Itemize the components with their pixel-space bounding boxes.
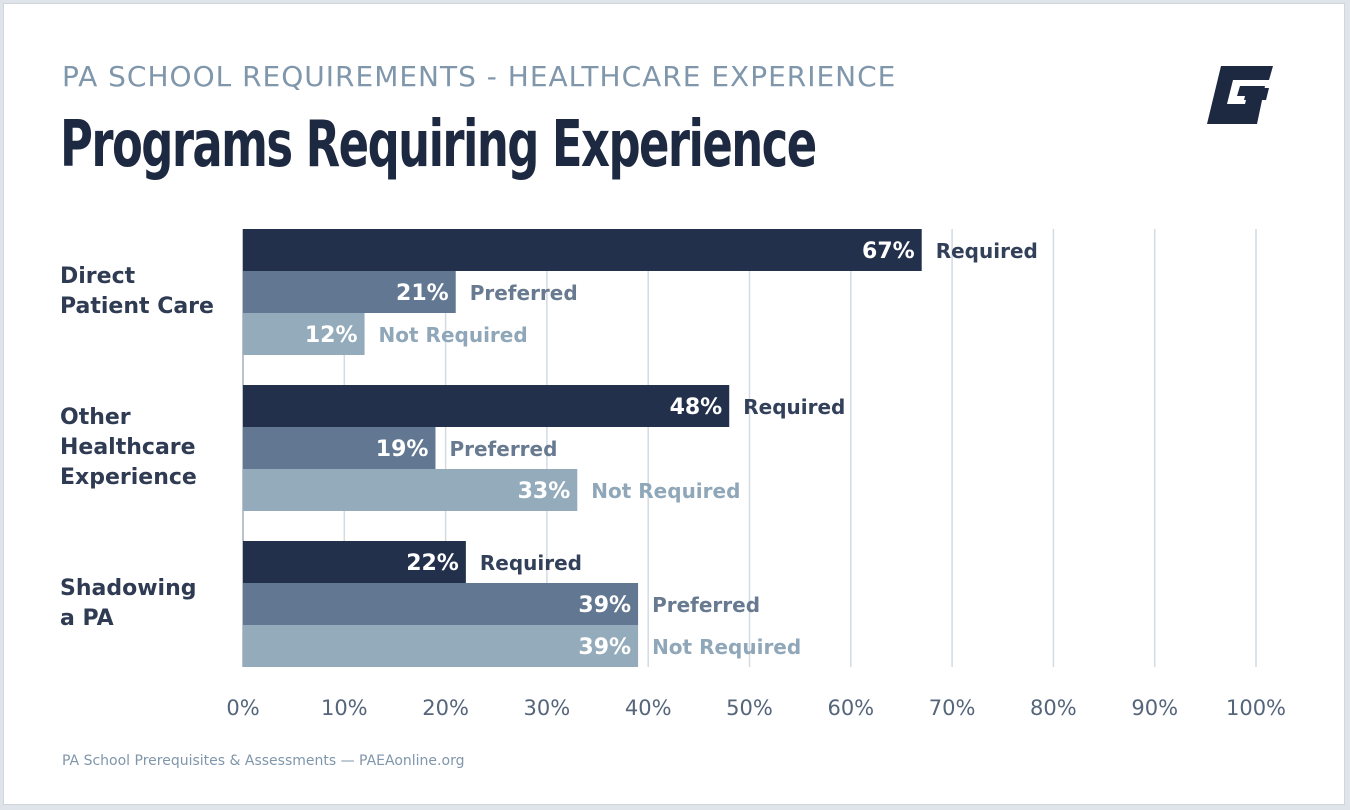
x-tick-label: 60% [827,696,874,720]
bar-series-label: Not Required [652,635,801,659]
x-tick-label: 50% [726,696,773,720]
x-tick-label: 80% [1030,696,1077,720]
x-tick-label: 0% [226,696,259,720]
bar-series-label: Required [743,395,845,419]
category-label: Shadowing a PA [60,576,197,631]
bar [243,469,578,511]
bar [243,271,456,313]
bar-value-label: 21% [396,281,449,306]
x-tick-label: 100% [1226,696,1286,720]
bar-value-label: 67% [862,239,915,264]
bar-series-label: Not Required [591,479,740,503]
source-note: PA School Prerequisites & Assessments — … [62,753,465,769]
bar [243,541,466,583]
bar-value-label: 12% [305,323,358,348]
x-tick-label: 40% [625,696,672,720]
bar [243,313,365,355]
bar [243,229,922,271]
x-tick-label: 30% [524,696,571,720]
bar [243,385,730,427]
bar-series-label: Preferred [470,281,578,305]
bar-value-label: 48% [670,395,723,420]
chart-subtitle: PA SCHOOL REQUIREMENTS - HEALTHCARE EXPE… [62,60,897,93]
bar-value-label: 19% [376,437,429,462]
bar [243,427,436,469]
bar [243,583,639,625]
x-tick-label: 90% [1131,696,1178,720]
bar-series-label: Required [936,239,1038,263]
x-tick-label: 70% [929,696,976,720]
bar-series-label: Required [480,551,582,575]
bar [243,625,639,667]
chart-title: Programs Requiring Experience [60,108,817,182]
bar-series-label: Preferred [652,593,760,617]
bar-series-label: Preferred [449,437,557,461]
bar-value-label: 39% [578,635,631,660]
g-brand-logo-icon [1207,66,1273,124]
category-label: Other Healthcare Experience [60,405,197,490]
x-tick-label: 10% [321,696,368,720]
bar-value-label: 33% [518,479,571,504]
bar-value-label: 39% [578,593,631,618]
chart-card: PA SCHOOL REQUIREMENTS - HEALTHCARE EXPE… [3,3,1345,805]
category-label: Direct Patient Care [60,264,214,319]
x-tick-label: 20% [422,696,469,720]
bar-series-label: Not Required [379,323,528,347]
bar-value-label: 22% [406,551,459,576]
